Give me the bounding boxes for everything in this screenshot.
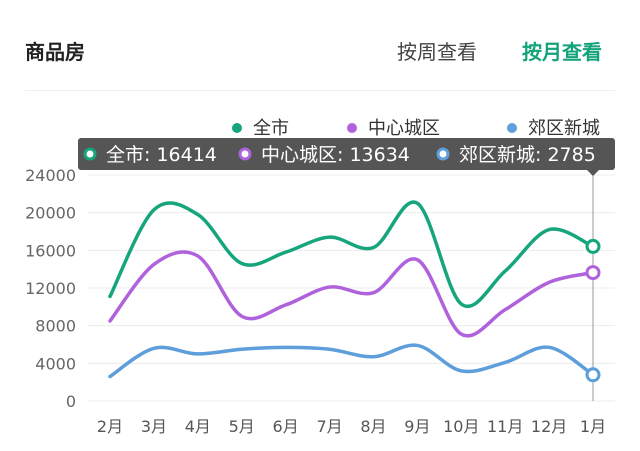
y-tick-label: 16000 (25, 241, 76, 260)
x-tick-label: 3月 (141, 417, 167, 436)
legend-marker (232, 123, 242, 133)
tooltip-marker (83, 147, 97, 161)
y-tick-label: 20000 (25, 204, 76, 223)
tooltip-arrow (587, 170, 599, 176)
x-tick-label: 1月 (580, 417, 606, 436)
tooltip-marker (436, 147, 450, 161)
x-tick-label: 8月 (360, 417, 386, 436)
tab-week[interactable]: 按周查看 (397, 40, 477, 64)
x-tick-label: 5月 (229, 417, 255, 436)
x-tick-label: 9月 (404, 417, 430, 436)
data-point[interactable] (585, 367, 601, 383)
tab-month[interactable]: 按月查看 (522, 40, 602, 64)
x-tick-label: 12月 (531, 417, 567, 436)
x-tick-label: 2月 (97, 417, 123, 436)
series-line (108, 250, 595, 338)
legend-marker (347, 123, 357, 133)
y-tick-label: 24000 (25, 166, 76, 185)
y-tick-label: 0 (66, 392, 76, 411)
y-tick-label: 8000 (35, 317, 76, 336)
tooltip-value: 全市: 16414 (106, 144, 217, 166)
data-point[interactable] (585, 265, 601, 281)
x-tick-label: 4月 (185, 417, 211, 436)
x-tick-label: 7月 (316, 417, 342, 436)
tooltip-value: 郊区新城: 2785 (459, 144, 596, 166)
legend-label[interactable]: 中心城区 (368, 118, 440, 139)
divider (25, 90, 615, 91)
series-line (108, 343, 595, 379)
x-tick-label: 11月 (487, 417, 523, 436)
page-title: 商品房 (25, 40, 85, 64)
x-tick-label: 6月 (273, 417, 299, 436)
data-point[interactable] (585, 238, 601, 254)
legend-label[interactable]: 郊区新城 (528, 118, 600, 139)
x-tick-label: 10月 (443, 417, 479, 436)
tooltip-marker (238, 147, 252, 161)
legend-label[interactable]: 全市 (253, 118, 289, 139)
tooltip-value: 中心城区: 13634 (261, 144, 410, 166)
y-tick-label: 4000 (35, 354, 76, 373)
y-tick-label: 12000 (25, 279, 76, 298)
tooltip (78, 138, 615, 170)
legend-marker (507, 123, 517, 133)
